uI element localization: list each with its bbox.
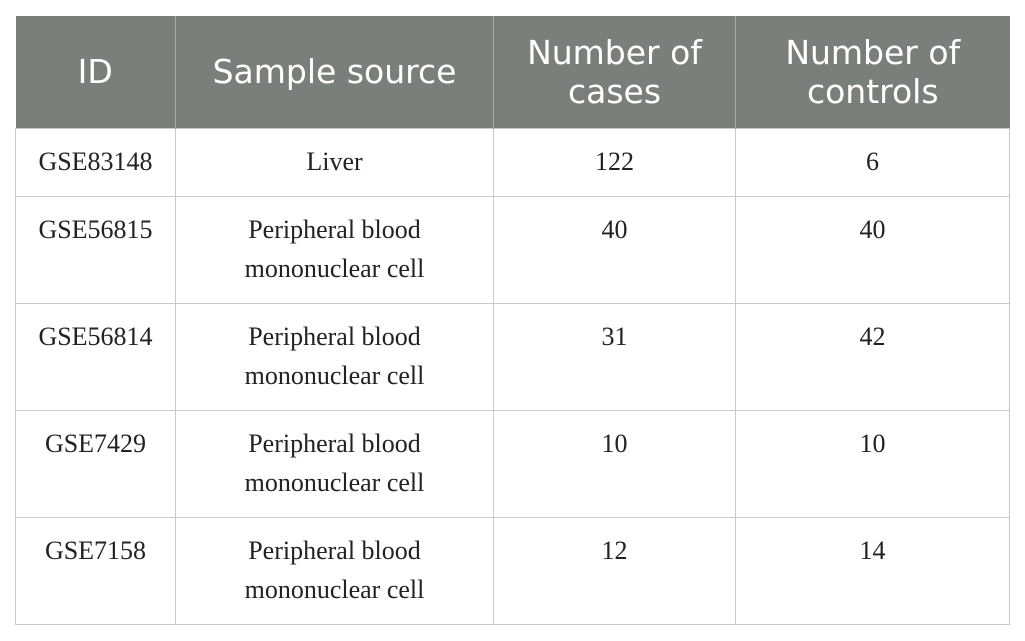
header-sample-source: Sample source [175,16,494,128]
table-row: GSE7429 Peripheral blood mononuclear cel… [15,409,1010,518]
cell-controls: 42 [735,302,1010,411]
cell-controls: 14 [735,516,1010,625]
cell-id: GSE83148 [15,127,176,197]
table-header: ID Sample source Number of cases Number … [15,16,1010,128]
header-number-of-cases: Number of cases [493,16,736,128]
cell-cases: 40 [493,195,736,304]
cell-sample-source: Liver [175,127,494,197]
cell-cases: 12 [493,516,736,625]
header-row: ID Sample source Number of cases Number … [15,16,1010,128]
table-row: GSE83148 Liver 122 6 [15,127,1010,197]
dataset-table-container: ID Sample source Number of cases Number … [15,16,1010,625]
cell-cases: 122 [493,127,736,197]
table-body: GSE83148 Liver 122 6 GSE56815 Peripheral… [15,127,1010,625]
cell-controls: 6 [735,127,1010,197]
cell-cases: 31 [493,302,736,411]
table-row: GSE56815 Peripheral blood mononuclear ce… [15,195,1010,304]
cell-id: GSE56814 [15,302,176,411]
cell-sample-source: Peripheral blood mononuclear cell [175,516,494,625]
cell-controls: 10 [735,409,1010,518]
table-row: GSE56814 Peripheral blood mononuclear ce… [15,302,1010,411]
cell-sample-source: Peripheral blood mononuclear cell [175,409,494,518]
table-row: GSE7158 Peripheral blood mononuclear cel… [15,516,1010,625]
cell-id: GSE7158 [15,516,176,625]
cell-controls: 40 [735,195,1010,304]
dataset-table: ID Sample source Number of cases Number … [15,16,1010,625]
cell-sample-source: Peripheral blood mononuclear cell [175,302,494,411]
cell-id: GSE7429 [15,409,176,518]
cell-sample-source: Peripheral blood mononuclear cell [175,195,494,304]
header-number-of-controls: Number of controls [735,16,1010,128]
header-id: ID [15,16,176,128]
cell-id: GSE56815 [15,195,176,304]
cell-cases: 10 [493,409,736,518]
